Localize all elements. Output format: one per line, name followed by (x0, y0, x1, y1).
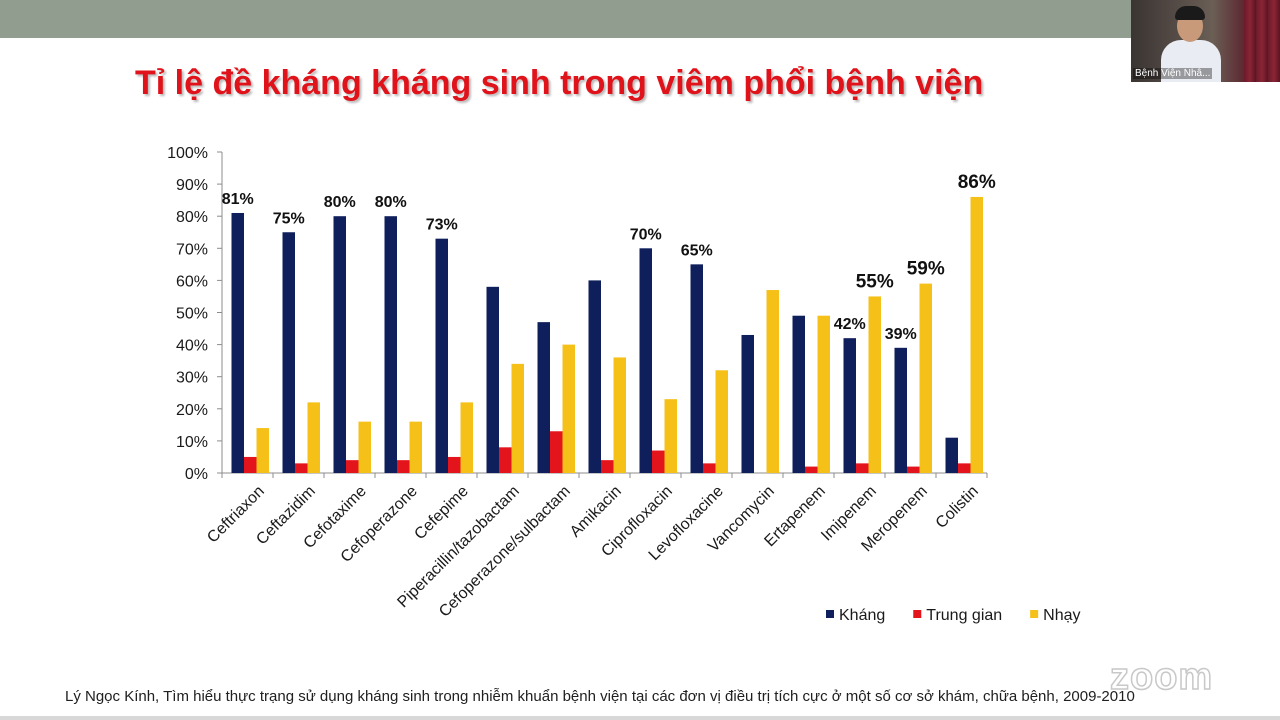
data-label: 80% (324, 194, 356, 211)
bar-nhạy (715, 370, 728, 473)
bar-trung-gian (550, 431, 563, 473)
y-tick-label: 50% (176, 306, 208, 323)
zoom-watermark: zoom (1109, 655, 1214, 699)
data-label: 73% (426, 217, 458, 234)
bar-kháng (282, 232, 295, 473)
legend-label: Trung gian (926, 607, 1002, 624)
bar-trung-gian (601, 460, 614, 473)
legend-swatch (913, 610, 922, 618)
bar-trung-gian (397, 460, 410, 473)
data-label: 42% (834, 316, 866, 333)
bar-nhạy (460, 402, 473, 473)
bar-trung-gian (958, 463, 971, 473)
bar-trung-gian (346, 460, 359, 473)
y-tick-label: 30% (176, 370, 208, 387)
bar-kháng (384, 216, 397, 473)
bar-nhạy (256, 428, 269, 473)
slide-title: Tỉ lệ đề kháng kháng sinh trong viêm phổ… (135, 64, 984, 102)
bar-trung-gian (907, 466, 920, 473)
video-person-body (1161, 40, 1221, 82)
bar-kháng (894, 347, 907, 473)
bar-kháng (588, 280, 601, 473)
bar-kháng (741, 334, 754, 473)
video-person-hair (1175, 6, 1205, 20)
x-category-label: Colistin (933, 483, 982, 532)
bar-nhạy (970, 196, 983, 473)
bar-trung-gian (805, 466, 818, 473)
bar-kháng (486, 286, 499, 473)
bar-kháng (639, 248, 652, 473)
legend-swatch (1030, 610, 1039, 618)
participant-video-tile[interactable]: Bệnh Viện Nhâ... (1131, 0, 1280, 82)
bar-nhạy (307, 402, 320, 473)
slide-bottom-border (0, 716, 1280, 720)
y-tick-label: 10% (176, 434, 208, 451)
y-tick-label: 90% (176, 177, 208, 194)
bar-kháng (333, 216, 346, 473)
bar-trung-gian (295, 463, 308, 473)
data-label: 86% (958, 172, 996, 193)
bar-trung-gian (244, 456, 257, 473)
slide-citation: Lý Ngọc Kính, Tìm hiểu thực trạng sử dụn… (65, 688, 1135, 705)
participant-name-label: Bệnh Viện Nhâ... (1133, 68, 1213, 79)
legend-swatch (826, 610, 834, 618)
data-label: 39% (885, 326, 917, 343)
bar-kháng (537, 322, 550, 473)
data-label: 55% (856, 271, 894, 292)
top-toolbar-strip (0, 0, 1280, 38)
bar-kháng (945, 437, 958, 473)
bar-kháng (231, 212, 244, 474)
data-label: 80% (375, 194, 407, 211)
y-tick-label: 60% (176, 273, 208, 290)
bar-nhạy (868, 296, 881, 473)
data-label: 75% (273, 210, 305, 227)
video-background-curtain (1244, 0, 1280, 82)
bar-nhạy (664, 399, 677, 473)
bar-kháng (792, 315, 805, 473)
data-label: 70% (630, 226, 662, 243)
y-tick-label: 40% (176, 338, 208, 355)
bar-trung-gian (448, 456, 461, 473)
data-label: 81% (222, 191, 254, 208)
y-tick-label: 0% (185, 466, 208, 483)
bar-nhạy (358, 421, 371, 473)
legend-label: Nhạy (1043, 607, 1080, 624)
bar-nhạy (766, 290, 779, 473)
legend-label: Kháng (839, 607, 885, 624)
bar-nhạy (409, 421, 422, 473)
bar-kháng (435, 238, 448, 473)
bar-nhạy (562, 344, 575, 473)
bar-trung-gian (499, 447, 512, 473)
y-tick-label: 80% (176, 209, 208, 226)
bar-trung-gian (703, 463, 716, 473)
bar-nhạy (511, 363, 524, 473)
bar-trung-gian (856, 463, 869, 473)
bar-kháng (843, 338, 856, 473)
data-label: 59% (907, 259, 945, 280)
data-label: 65% (681, 242, 713, 259)
bar-kháng (690, 264, 703, 473)
y-tick-label: 100% (167, 145, 208, 162)
y-tick-label: 70% (176, 241, 208, 258)
bar-nhạy (613, 357, 626, 473)
bar-nhạy (817, 315, 830, 473)
y-tick-label: 20% (176, 402, 208, 419)
bar-trung-gian (652, 450, 665, 473)
bar-nhạy (919, 283, 932, 473)
